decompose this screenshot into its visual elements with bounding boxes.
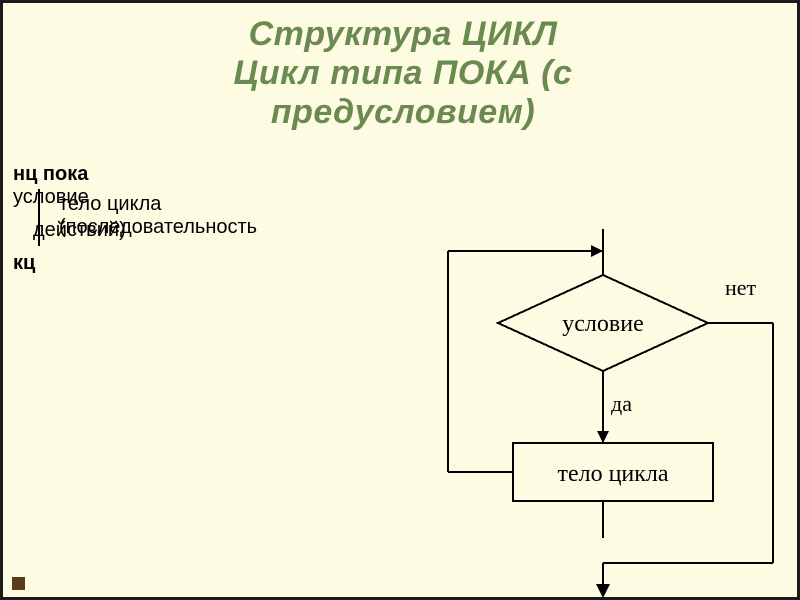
flow-yes-label: да: [611, 391, 632, 416]
flow-loop-arrow: [591, 245, 603, 257]
flowchart: условие да тело цикла нет: [3, 3, 800, 600]
flow-condition-label: условие: [562, 311, 643, 337]
flow-yes-arrow: [597, 431, 609, 443]
flow-body-label: тело цикла: [557, 461, 668, 487]
slide: Структура ЦИКЛ Цикл типа ПОКА (с предусл…: [0, 0, 800, 600]
flow-no-arrow: [596, 584, 610, 598]
flow-no-label: нет: [725, 275, 757, 300]
corner-mark: [12, 577, 25, 590]
